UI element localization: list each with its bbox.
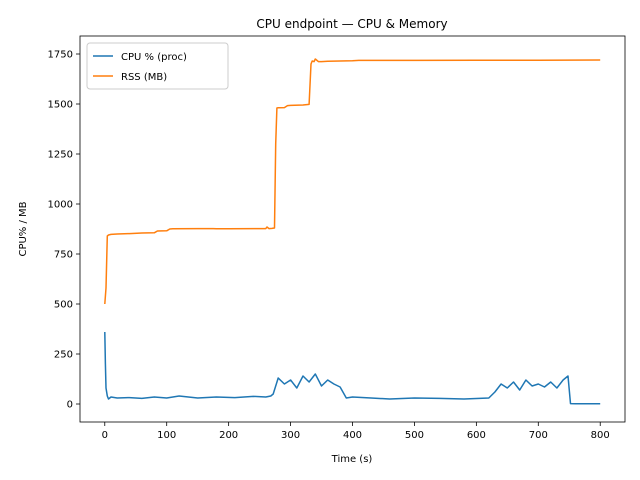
x-axis-label: Time (s) (331, 454, 373, 465)
chart-title: CPU endpoint — CPU & Memory (256, 17, 447, 31)
legend: CPU % (proc) RSS (MB) (86, 42, 229, 90)
axes-layer: 0 100 200 300 400 500 600 700 800 0 250 500 750 1000 1… (48, 35, 626, 441)
x-tick-label: 700 (529, 430, 548, 441)
series-line-rss-mb (104, 58, 601, 305)
legend-label-cpu-proc: CPU % (proc) (121, 52, 187, 63)
y-axis-label: CPU% / MB (18, 201, 29, 256)
y-tick-label: 1250 (48, 150, 73, 161)
x-tick-label: 0 (102, 430, 108, 441)
x-tick-label: 600 (467, 430, 486, 441)
x-tick-label: 400 (343, 430, 362, 441)
y-tick-label: 500 (54, 300, 73, 311)
legend-box (86, 42, 229, 90)
x-tick-label: 300 (281, 430, 300, 441)
x-tick-label: 500 (405, 430, 424, 441)
y-tick-label: 1750 (48, 50, 73, 61)
y-tick-label: 1500 (48, 100, 73, 111)
y-tick-label: 0 (67, 400, 73, 411)
series-line-cpu-proc (104, 331, 601, 405)
y-tick-label: 750 (54, 250, 73, 261)
series-layer (104, 58, 601, 405)
y-tick-label: 1000 (48, 200, 73, 211)
legend-label-rss-mb: RSS (MB) (121, 72, 167, 83)
x-tick-label: 200 (219, 430, 238, 441)
x-tick-label: 100 (157, 430, 176, 441)
y-tick-label: 250 (54, 350, 73, 361)
x-tick-label: 800 (591, 430, 610, 441)
